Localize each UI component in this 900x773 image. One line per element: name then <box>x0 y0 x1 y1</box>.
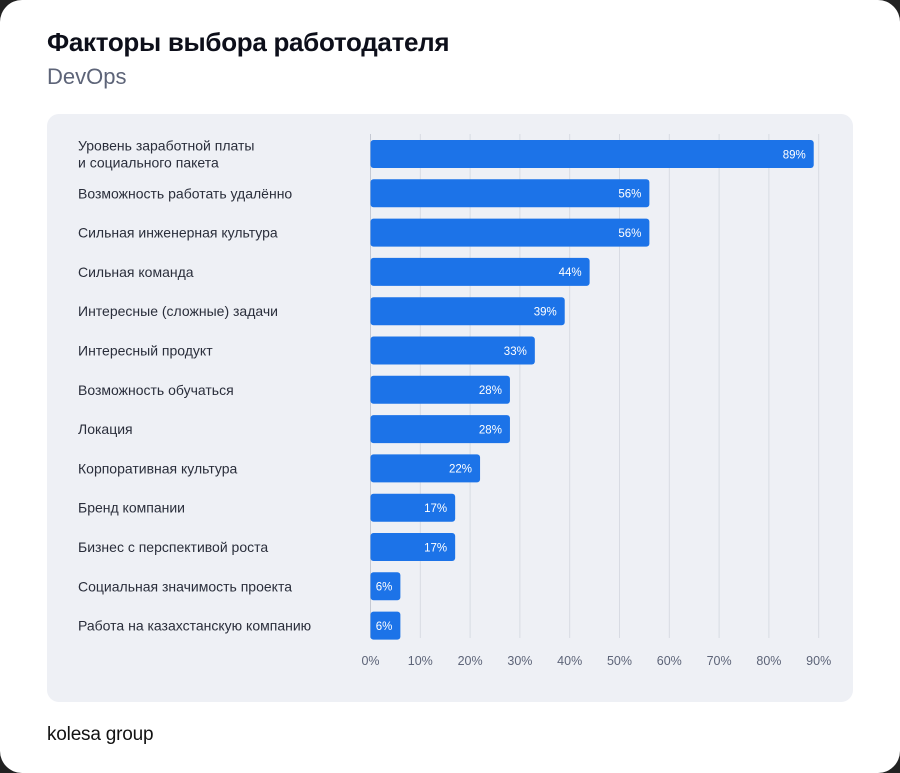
bar-value-label: 22% <box>449 464 472 476</box>
x-tick-label: 90% <box>806 654 831 668</box>
category-label: Интересные (сложные) задачи <box>78 303 278 319</box>
x-tick-label: 80% <box>756 654 781 668</box>
x-tick-label: 10% <box>408 654 433 668</box>
bar-value-label: 17% <box>424 503 447 515</box>
x-tick-label: 40% <box>557 654 582 668</box>
category-label: Бизнес с перспективой роста <box>78 539 268 555</box>
bar-value-label: 33% <box>504 346 527 358</box>
bar-value-label: 28% <box>479 424 502 436</box>
bar <box>370 218 650 247</box>
bar <box>370 257 590 286</box>
bar-value-label: 39% <box>534 307 557 319</box>
x-tick-label: 70% <box>707 654 732 668</box>
category-label: Бренд компании <box>78 500 185 516</box>
category-label: Сильная команда <box>78 264 194 280</box>
bar <box>370 572 401 601</box>
category-label: Возможность работать удалённо <box>78 185 292 201</box>
kolesa-group-logo: kolesa group <box>47 724 154 745</box>
bar <box>370 415 510 444</box>
bar-value-label: 28% <box>479 385 502 397</box>
bar-value-label: 6% <box>376 582 393 594</box>
category-label: Корпоративная культура <box>78 460 238 476</box>
bar <box>370 179 650 208</box>
bar <box>370 493 456 522</box>
category-label: Уровень заработной платы <box>78 138 254 154</box>
bar-chart: 0% 10% 20% 30% 40% 50% 60% 70% 80% 90% 89% Уровень … <box>78 134 831 668</box>
bar-value-label: 56% <box>618 189 641 201</box>
page-title: Факторы выбора работодателя <box>47 27 450 57</box>
bar <box>370 297 565 326</box>
category-label: Локация <box>78 421 133 437</box>
x-tick-label: 30% <box>507 654 532 668</box>
category-label: Возможность обучаться <box>78 382 234 398</box>
x-tick-label: 20% <box>458 654 483 668</box>
category-label: Интересный продукт <box>78 343 213 359</box>
bar-value-label: 17% <box>424 542 447 554</box>
bar <box>370 336 535 365</box>
bar <box>370 611 401 640</box>
bar-value-label: 56% <box>618 228 641 240</box>
x-tick-label: 50% <box>607 654 632 668</box>
x-tick-label: 0% <box>361 654 379 668</box>
category-label: Социальная значимость проекта <box>78 578 292 594</box>
chart-panel: 0% 10% 20% 30% 40% 50% 60% 70% 80% 90% 89% Уровень … <box>47 114 853 702</box>
category-label: Сильная инженерная культура <box>78 225 278 241</box>
bar-value-label: 89% <box>783 149 806 161</box>
bar-value-label: 44% <box>559 267 582 279</box>
category-label: Работа на казахстанскую компанию <box>78 618 311 634</box>
category-label: и социального пакета <box>78 155 219 171</box>
bar <box>370 533 456 561</box>
bar <box>370 375 510 404</box>
page-subtitle: DevOps <box>47 64 127 89</box>
bar <box>370 454 481 483</box>
x-tick-label: 60% <box>657 654 682 668</box>
bar-value-label: 6% <box>376 621 393 633</box>
bar <box>370 140 814 168</box>
